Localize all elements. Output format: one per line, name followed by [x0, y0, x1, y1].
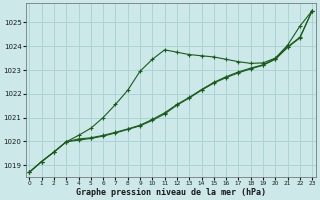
X-axis label: Graphe pression niveau de la mer (hPa): Graphe pression niveau de la mer (hPa)	[76, 188, 266, 197]
